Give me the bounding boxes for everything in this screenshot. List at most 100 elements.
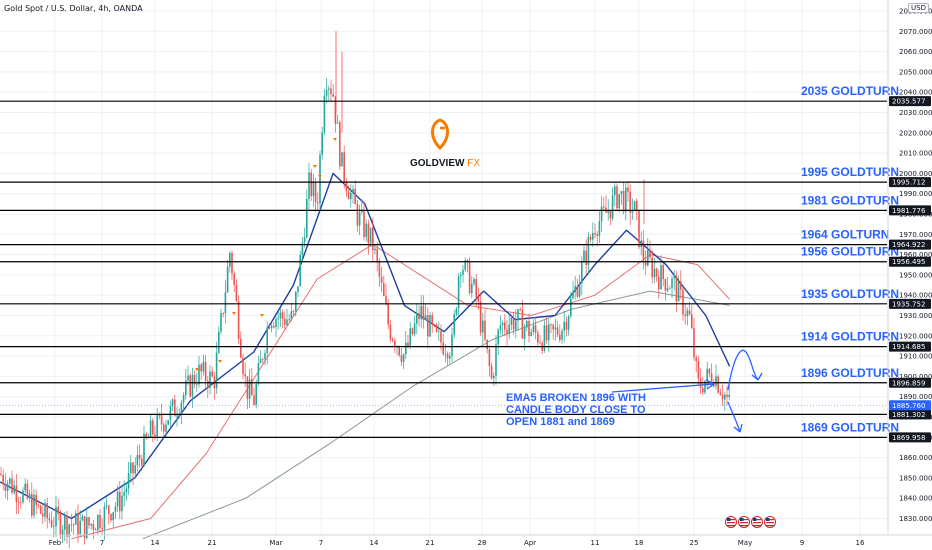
candle-305 [671,275,673,298]
candle-233 [512,311,515,335]
candle-169 [372,217,374,263]
event-flags[interactable] [725,516,776,528]
candle-80 [176,406,178,427]
candle-84 [185,368,187,400]
level-price-tag-9: 1869.958 [889,432,931,443]
candle-291 [640,231,642,256]
level-price-text-0: 2035.577 [892,98,925,106]
candle-5 [11,470,13,495]
candle-170 [374,246,376,255]
candle-328 [721,384,724,406]
candle-148 [325,77,328,104]
candle-143 [314,177,317,212]
level-label-6: 1914 GOLDTURN [801,330,899,344]
signal-marker-3 [260,314,264,317]
candle-219 [482,312,484,345]
candle-135 [297,286,299,298]
candle-168 [369,227,372,248]
candle-215 [473,277,475,287]
candle-121 [266,321,268,365]
time-tick-7: 21 [426,539,435,547]
annotation-text: EMA5 BROKEN 1896 WITH CANDLE BODY CLOSE … [506,392,646,428]
candle-218 [479,292,482,336]
candle-270 [594,223,596,239]
candle-43 [94,527,97,531]
candle-102 [224,280,227,324]
candle-108 [237,295,240,345]
candle-329 [724,392,726,411]
candle-306 [673,269,675,291]
us-flag-icon-3 [764,516,776,528]
candle-107 [235,278,238,303]
candle-289 [636,198,638,221]
time-tick-13: May [738,539,752,547]
candle-283 [622,182,625,215]
candle-164 [361,199,363,215]
candle-239 [526,319,528,332]
candle-285 [627,180,629,203]
candle-7 [15,474,18,514]
currency-button[interactable]: USD [908,3,929,13]
ema-grey-line [142,290,730,540]
signal-marker-2 [232,312,236,315]
candle-195 [429,311,431,338]
candle-122 [268,323,271,330]
price-tick-1: 2070.000 [899,28,932,36]
candle-145 [319,150,321,211]
candle-209 [460,271,462,288]
candle-86 [189,372,191,399]
candle-13 [28,489,31,503]
candle-53 [116,485,119,512]
time-axis[interactable]: Feb 7 14 21 Mar 7 14 21 28 Apr 11 18 25 May 9 16 [0,534,932,547]
candle-232 [510,314,513,331]
candle-127 [279,308,282,328]
candle-35 [77,504,79,544]
price-tick-12: 1960.000 [899,251,932,259]
goldview-logo: GOLDVIEW FX [410,118,480,169]
candle-49 [108,504,110,525]
candle-115 [253,387,255,406]
candle-131 [288,313,290,323]
candle-130 [286,309,288,327]
candle-272 [598,211,601,243]
candle-194 [427,307,429,349]
candle-235 [517,308,519,331]
candle-260 [572,280,574,300]
candle-40 [88,516,90,529]
candle-229 [504,314,506,337]
candle-309 [680,270,682,299]
candle-167 [367,219,370,255]
candle-81 [178,408,180,419]
candle-14 [31,482,33,519]
candle-253 [556,321,559,338]
candle-124 [273,321,275,329]
candle-71 [156,407,158,442]
bullish-path-arrow-head [751,372,763,381]
candle-259 [570,292,572,319]
candle-216 [475,274,477,307]
candle-106 [233,270,235,292]
level-price-text-1: 1995.712 [892,179,925,187]
signal-marker-0 [195,368,199,371]
candle-237 [521,300,524,339]
price-tick-8: 2000.000 [899,170,932,178]
candle-112 [246,376,249,410]
candle-317 [697,356,700,386]
candle-113 [248,368,251,408]
candle-88 [193,370,196,389]
candle-109 [240,331,242,359]
candle-231 [508,314,510,340]
price-tick-23: 1850.000 [899,474,932,482]
candle-87 [191,367,194,409]
level-price-tags: 2035.577 1995.712 1981.776 1964.922 1956.495… [889,96,931,443]
us-flag-icon-2 [751,516,763,528]
level-label-1: 1995 GOLDTURN [801,165,899,179]
candle-18 [39,504,42,514]
candle-119 [262,357,264,364]
brand-name-light: FX [467,158,480,169]
candle-240 [528,313,530,343]
candle-184 [405,330,407,360]
candle-171 [376,241,378,272]
price-tick-15: 1930.000 [899,312,932,320]
